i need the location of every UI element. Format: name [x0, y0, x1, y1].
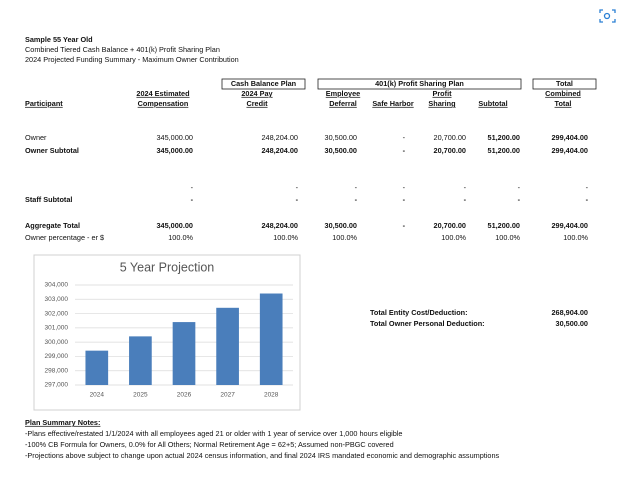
- group-header: 401(k) Profit Sharing Plan: [375, 79, 464, 88]
- cell: -: [355, 183, 358, 192]
- column-header: Subtotal: [478, 99, 507, 108]
- cell: 299,404.00: [551, 221, 588, 230]
- cell: -: [403, 133, 406, 142]
- y-tick-label: 300,000: [45, 339, 69, 346]
- cell: 100.0%: [441, 233, 466, 242]
- group-box: [221, 78, 306, 90]
- cell: 100.0%: [563, 233, 588, 242]
- cell: 30,500.00: [325, 146, 357, 155]
- scan-icon: [599, 9, 616, 23]
- cell: 20,700.00: [434, 133, 466, 142]
- cell: 51,200.00: [488, 221, 520, 230]
- row-label: Owner Subtotal: [25, 146, 79, 155]
- cell: 100.0%: [273, 233, 298, 242]
- cell: -: [518, 195, 521, 204]
- cell: 51,200.00: [488, 133, 520, 142]
- y-tick-label: 298,000: [45, 367, 69, 374]
- cell: -: [403, 221, 406, 230]
- bar: [172, 322, 196, 385]
- doc-description: 2024 Projected Funding Summary - Maximum…: [25, 55, 239, 64]
- y-tick-label: 297,000: [45, 382, 69, 389]
- column-header: Deferral: [329, 99, 357, 108]
- column-header: Compensation: [138, 99, 189, 108]
- summary-label: Total Entity Cost/Deduction:: [370, 308, 468, 317]
- row-label: Staff Subtotal: [25, 195, 72, 204]
- summary-value: 268,904.00: [551, 308, 588, 317]
- cell: -: [586, 183, 589, 192]
- cell: -: [403, 183, 406, 192]
- x-tick-label: 2025: [133, 392, 148, 399]
- x-tick-label: 2026: [177, 392, 192, 399]
- y-tick-label: 301,000: [45, 325, 69, 332]
- column-header: Participant: [25, 99, 63, 108]
- cell: -: [403, 195, 406, 204]
- cell: -: [296, 183, 299, 192]
- y-tick-label: 302,000: [45, 310, 69, 317]
- column-header: Sharing: [428, 99, 455, 108]
- cell: 345,000.00: [156, 221, 193, 230]
- group-box: [532, 78, 597, 90]
- bar: [216, 307, 239, 385]
- x-tick-label: 2027: [220, 392, 235, 399]
- cell: -: [518, 183, 521, 192]
- cell: 30,500.00: [325, 221, 357, 230]
- cell: 248,204.00: [261, 146, 298, 155]
- bar: [129, 336, 152, 385]
- cell: -: [355, 195, 358, 204]
- column-header: Credit: [246, 99, 268, 108]
- cell: 20,700.00: [434, 221, 466, 230]
- cell: -: [403, 146, 406, 155]
- cell: 51,200.00: [488, 146, 520, 155]
- y-tick-label: 304,000: [45, 282, 69, 289]
- cell: 100.0%: [332, 233, 357, 242]
- column-header: Safe Harbor: [372, 99, 414, 108]
- column-header: 2024 Pay: [241, 89, 273, 98]
- note-line: -100% CB Formula for Owners, 0.0% for Al…: [25, 440, 394, 449]
- cell: -: [464, 183, 467, 192]
- column-header: 2024 Estimated: [136, 89, 189, 98]
- notes-title: Plan Summary Notes:: [25, 418, 100, 427]
- column-header: Combined: [545, 89, 581, 98]
- y-tick-label: 299,000: [45, 353, 69, 360]
- cell: 299,404.00: [551, 146, 588, 155]
- cell: 100.0%: [168, 233, 193, 242]
- row-label: Aggregate Total: [25, 221, 80, 230]
- note-line: -Projections above subject to change upo…: [25, 451, 500, 460]
- cell: 248,204.00: [261, 133, 298, 142]
- column-header: Employee: [326, 89, 360, 98]
- cell: -: [296, 195, 299, 204]
- group-header: Total: [556, 79, 573, 88]
- cell: -: [191, 195, 194, 204]
- cell: 100.0%: [495, 233, 520, 242]
- y-tick-label: 303,000: [45, 296, 69, 303]
- doc-title: Sample 55 Year Old: [25, 35, 93, 44]
- cell: 248,204.00: [261, 221, 298, 230]
- summary-label: Total Owner Personal Deduction:: [370, 319, 485, 328]
- cell: -: [191, 183, 194, 192]
- chart-frame: [33, 254, 301, 411]
- row-label: Owner percentage - er $: [25, 233, 104, 242]
- group-header: Cash Balance Plan: [231, 79, 296, 88]
- row-label: Owner: [25, 133, 47, 142]
- x-tick-label: 2028: [264, 392, 279, 399]
- bar: [259, 293, 283, 385]
- cell: 20,700.00: [434, 146, 466, 155]
- x-tick-label: 2024: [90, 392, 105, 399]
- bar: [85, 350, 109, 385]
- group-box: [317, 78, 522, 90]
- cell: 345,000.00: [156, 133, 193, 142]
- cell: -: [586, 195, 589, 204]
- note-line: -Plans effective/restated 1/1/2024 with …: [25, 429, 403, 438]
- cell: 299,404.00: [551, 133, 588, 142]
- chart-title: 5 Year Projection: [120, 260, 215, 274]
- cell: 345,000.00: [156, 146, 193, 155]
- column-header: Total: [555, 99, 572, 108]
- doc-subtitle: Combined Tiered Cash Balance + 401(k) Pr…: [25, 45, 220, 54]
- cell: 30,500.00: [325, 133, 357, 142]
- column-header: Profit: [432, 89, 452, 98]
- summary-value: 30,500.00: [556, 319, 588, 328]
- cell: -: [464, 195, 467, 204]
